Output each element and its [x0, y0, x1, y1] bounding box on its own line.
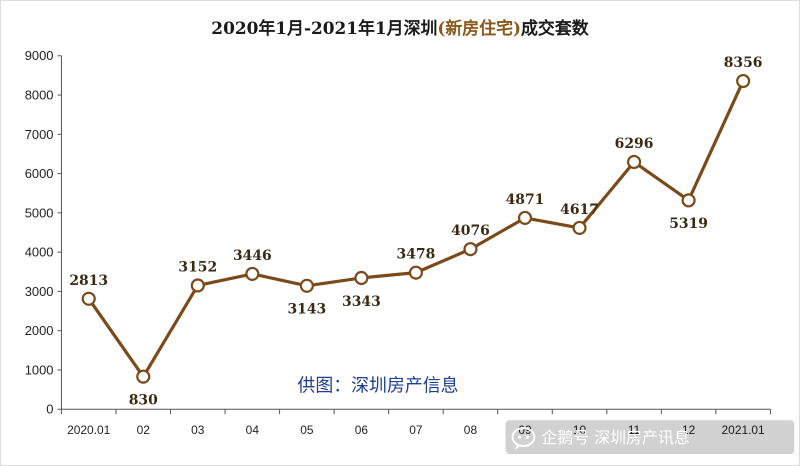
data-label: 3446: [233, 248, 272, 264]
y-tick-label: 1000: [25, 362, 54, 377]
y-tick-label: 2000: [25, 323, 54, 338]
y-tick-label: 7000: [25, 127, 54, 142]
data-label: 5319: [669, 216, 708, 232]
data-label: 4076: [451, 223, 490, 239]
x-tick-label: 06: [355, 423, 369, 437]
data-label: 830: [129, 393, 158, 409]
title-highlight: (新房住宅): [437, 18, 521, 38]
data-label: 3478: [397, 247, 436, 263]
x-tick-label: 2021.01: [722, 423, 766, 437]
data-point: [136, 369, 151, 384]
y-tick-label: 0: [46, 402, 53, 417]
axes: [60, 55, 771, 410]
x-tick-label: 08: [464, 423, 478, 437]
data-point: [572, 220, 587, 235]
data-label: 4871: [506, 192, 545, 208]
y-tick-label: 5000: [25, 205, 54, 220]
watermark-backdrop: [505, 420, 795, 455]
x-tick-label: 10: [573, 423, 587, 437]
data-point: [408, 265, 424, 280]
series-group: [81, 73, 751, 384]
data-point: [681, 193, 696, 208]
y-tick-label: 6000: [25, 166, 54, 181]
data-label: 4617: [560, 202, 599, 218]
data-point: [245, 266, 260, 281]
x-tick-label: 11: [628, 423, 641, 437]
series-line: [87, 79, 745, 379]
data-point: [736, 73, 751, 89]
title-suffix: 成交套数: [521, 18, 589, 38]
y-tick-label: 9000: [25, 48, 54, 63]
data-label: 3152: [178, 260, 217, 276]
x-tick-label: 07: [409, 423, 423, 437]
x-tick-label: 05: [300, 423, 314, 437]
y-tick-label: 3000: [25, 284, 54, 299]
data-label: 6296: [615, 136, 654, 152]
y-tick-label: 8000: [25, 88, 54, 103]
data-labels: 2813 830 3152 3446 3143 3343 3478 4076 4871 4617 6…: [69, 55, 762, 408]
data-label: 8356: [724, 55, 763, 71]
data-label: 3343: [342, 294, 381, 310]
data-point: [463, 242, 478, 257]
data-point: [626, 154, 642, 170]
watermark: 企鹅号 深圳房产讯息: [505, 420, 795, 455]
y-tick-label: 4000: [25, 245, 54, 260]
chart-title: 2020年1月-2021年1月深圳(新房住宅)成交套数: [211, 18, 588, 38]
x-tick-label: 12: [682, 423, 696, 437]
chat-bubble-icon: [511, 427, 536, 451]
x-tick-label: 02: [137, 423, 151, 437]
credit-text: 供图：深圳房产信息: [297, 375, 458, 396]
y-axis-ticks: 0 1000 2000 3000 4000 5000 6000 7000 8000 9000: [25, 48, 62, 417]
x-tick-label: 03: [191, 423, 205, 437]
data-label: 2813: [69, 273, 108, 289]
data-point: [190, 278, 205, 293]
data-label: 3143: [287, 302, 326, 318]
data-point: [299, 278, 314, 293]
data-point: [81, 291, 96, 306]
title-prefix: 2020年1月-2021年1月深圳: [211, 18, 437, 38]
x-axis-ticks: 2020.01 02 03 04 05 06 07 08 09 10 11 12 2021.01: [60, 409, 771, 437]
x-tick-label: 2020.01: [67, 423, 111, 437]
data-point: [354, 270, 369, 286]
x-tick-label: 04: [246, 423, 260, 437]
data-point: [517, 210, 533, 226]
watermark-text: 企鹅号 深圳房产讯息: [541, 428, 689, 447]
x-tick-label: 09: [518, 423, 532, 437]
